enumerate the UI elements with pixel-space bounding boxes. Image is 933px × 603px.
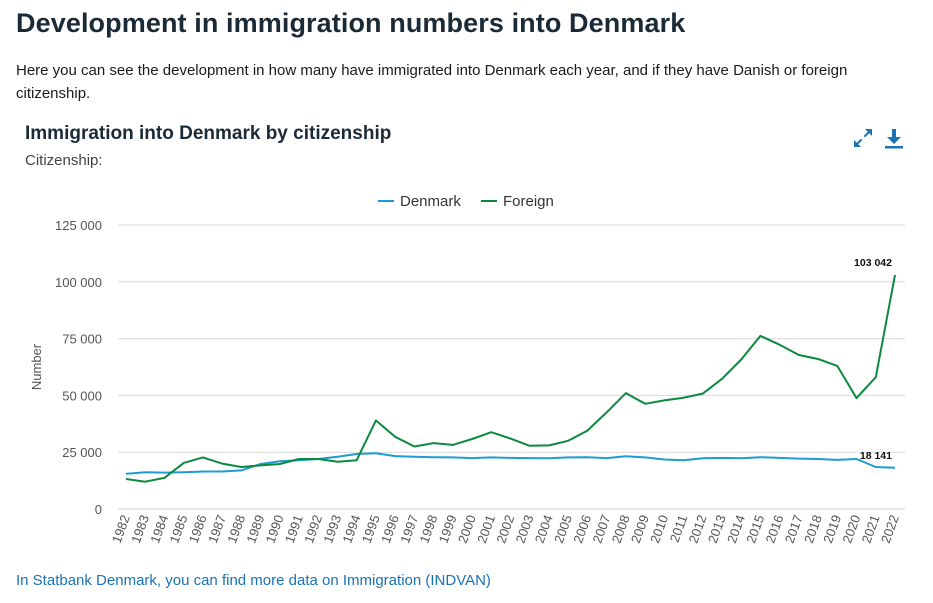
end-label-denmark: 18 141	[860, 450, 892, 462]
end-label-foreign: 103 042	[854, 257, 892, 269]
legend-swatch-denmark	[378, 200, 394, 202]
citizenship-filter-label: Citizenship:	[25, 152, 103, 169]
y-tick-label: 75 000	[62, 332, 102, 347]
series-line-foreign	[125, 274, 896, 483]
y-tick-label: 100 000	[55, 275, 102, 290]
legend-item-denmark[interactable]: Denmark	[378, 191, 461, 211]
expand-arrows-icon	[854, 129, 872, 147]
legend-swatch-foreign	[481, 200, 497, 202]
line-chart: 0 25 000 50 000 75 000 100 000 125 000 Number 1…	[29, 218, 905, 545]
y-tick-label: 25 000	[62, 445, 102, 460]
expand-button[interactable]	[851, 126, 875, 150]
page-title: Development in immigration numbers into …	[16, 8, 686, 38]
chart-title: Immigration into Denmark by citizenship	[25, 123, 392, 144]
download-button[interactable]	[882, 126, 906, 150]
statbank-link[interactable]: In Statbank Denmark, you can find more d…	[16, 572, 491, 589]
intro-text: Here you can see the development in how …	[16, 62, 848, 102]
legend-label-foreign: Foreign	[503, 192, 554, 210]
y-tick-label: 0	[95, 502, 102, 517]
legend-label-denmark: Denmark	[400, 192, 461, 210]
y-axis-title: Number	[29, 343, 44, 390]
download-icon	[885, 129, 903, 149]
y-tick-label: 125 000	[55, 218, 102, 233]
legend-item-foreign[interactable]: Foreign	[481, 191, 554, 211]
y-tick-label: 50 000	[62, 388, 102, 403]
